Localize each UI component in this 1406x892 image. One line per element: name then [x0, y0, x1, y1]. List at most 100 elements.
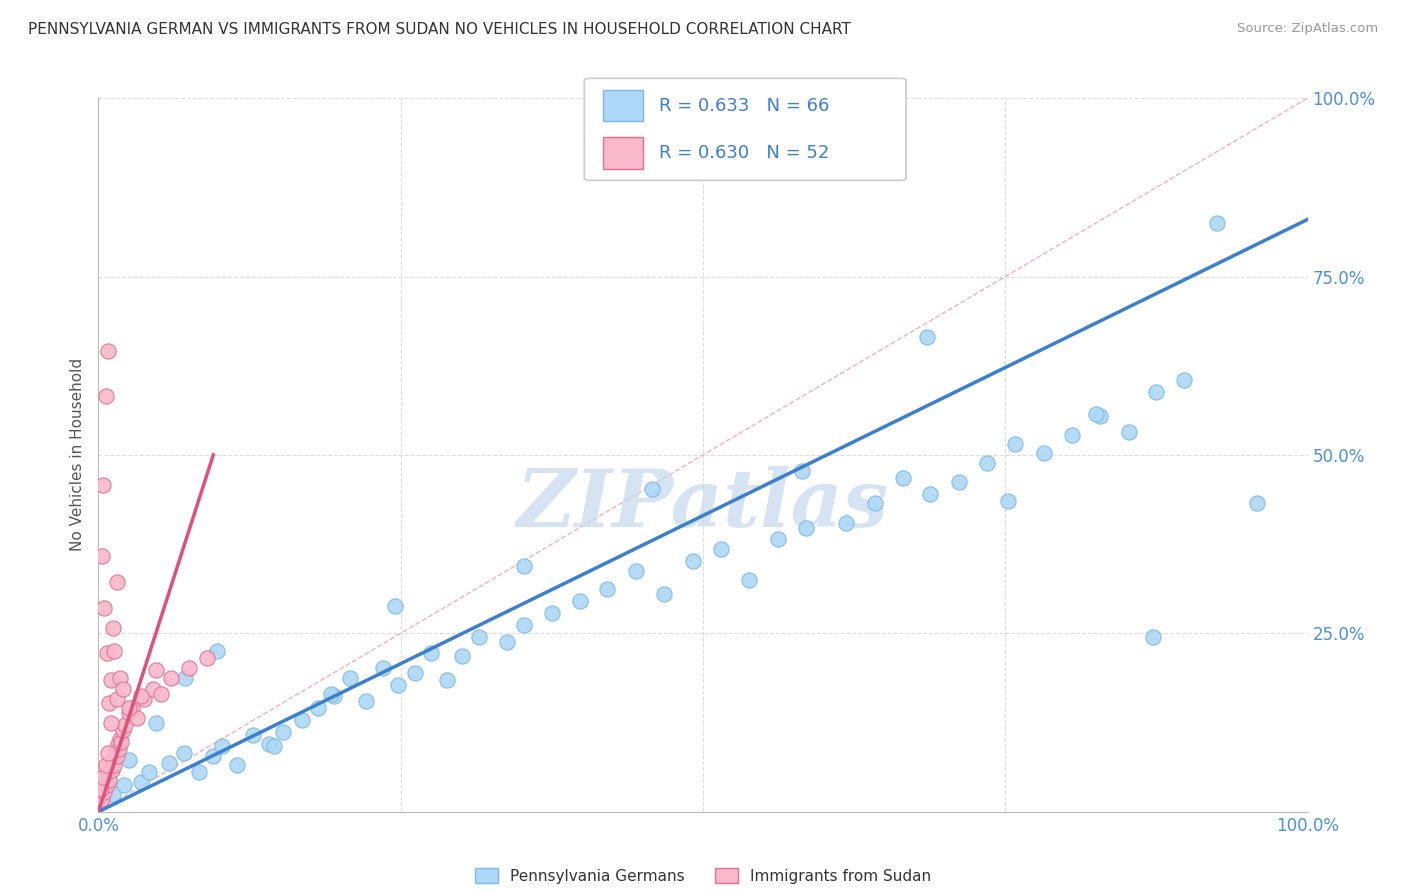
Point — [404, 665, 426, 680]
Point — [90, 781, 112, 796]
Point — [114, 717, 136, 731]
Point — [792, 464, 814, 478]
Point — [568, 594, 591, 608]
Point — [682, 553, 704, 567]
Point — [1142, 630, 1164, 644]
Point — [187, 765, 209, 780]
Point — [1118, 425, 1140, 439]
Point — [195, 651, 218, 665]
Point — [118, 706, 141, 721]
Point — [91, 478, 114, 492]
Point — [142, 681, 165, 696]
Point — [129, 689, 152, 703]
FancyBboxPatch shape — [603, 137, 643, 169]
Point — [145, 664, 167, 678]
Point — [420, 646, 443, 660]
Point — [997, 494, 1019, 508]
Point — [129, 774, 152, 789]
Text: R = 0.630   N = 52: R = 0.630 N = 52 — [658, 144, 830, 161]
Point — [89, 794, 111, 808]
Point — [915, 330, 938, 344]
Point — [98, 772, 121, 787]
Point — [150, 687, 173, 701]
Point — [118, 753, 141, 767]
Point — [97, 746, 120, 760]
Point — [91, 780, 114, 794]
Point — [101, 621, 124, 635]
Point — [90, 789, 112, 803]
Point — [1085, 407, 1108, 421]
Text: R = 0.633   N = 66: R = 0.633 N = 66 — [658, 97, 830, 115]
Point — [794, 521, 817, 535]
Text: ZIPatlas: ZIPatlas — [517, 467, 889, 543]
Point — [323, 689, 346, 703]
Point — [111, 723, 134, 737]
Point — [710, 542, 733, 557]
Point — [1033, 446, 1056, 460]
Point — [319, 687, 342, 701]
Point — [100, 764, 122, 778]
Point — [91, 549, 114, 564]
Point — [273, 724, 295, 739]
Point — [94, 758, 117, 772]
Point — [103, 644, 125, 658]
Point — [96, 778, 118, 792]
Point — [107, 737, 129, 751]
Point — [1246, 496, 1268, 510]
Point — [97, 765, 120, 780]
Y-axis label: No Vehicles in Household: No Vehicles in Household — [69, 359, 84, 551]
Point — [108, 731, 131, 746]
Point — [371, 660, 394, 674]
Point — [94, 774, 117, 789]
Point — [863, 496, 886, 510]
Point — [202, 749, 225, 764]
Point — [100, 715, 122, 730]
Point — [1206, 216, 1229, 230]
Point — [108, 742, 131, 756]
Point — [738, 573, 761, 587]
Point — [104, 746, 127, 760]
Point — [257, 737, 280, 751]
Point — [513, 558, 536, 573]
Point — [205, 644, 228, 658]
Point — [91, 792, 114, 806]
Point — [157, 756, 180, 771]
Point — [1004, 437, 1026, 451]
Point — [242, 728, 264, 742]
Point — [1173, 373, 1195, 387]
Point — [138, 765, 160, 780]
Legend: Pennsylvania Germans, Immigrants from Sudan: Pennsylvania Germans, Immigrants from Su… — [468, 862, 938, 889]
Point — [174, 671, 197, 685]
Point — [127, 710, 149, 724]
Text: PENNSYLVANIA GERMAN VS IMMIGRANTS FROM SUDAN NO VEHICLES IN HOUSEHOLD CORRELATIO: PENNSYLVANIA GERMAN VS IMMIGRANTS FROM S… — [28, 22, 851, 37]
FancyBboxPatch shape — [603, 90, 643, 121]
Point — [118, 701, 141, 715]
Point — [179, 660, 201, 674]
Point — [513, 617, 536, 632]
Point — [436, 673, 458, 687]
Point — [105, 749, 128, 764]
Point — [145, 715, 167, 730]
Point — [108, 671, 131, 685]
Point — [97, 344, 120, 359]
Point — [101, 787, 124, 801]
Point — [1060, 428, 1083, 442]
Point — [891, 471, 914, 485]
Point — [105, 692, 128, 706]
Point — [626, 564, 648, 578]
Point — [96, 646, 118, 660]
Point — [920, 487, 942, 501]
Point — [290, 714, 312, 728]
Point — [91, 771, 114, 785]
Text: Source: ZipAtlas.com: Source: ZipAtlas.com — [1237, 22, 1378, 36]
Point — [94, 389, 117, 403]
Point — [1144, 385, 1167, 400]
FancyBboxPatch shape — [585, 78, 905, 180]
Point — [976, 457, 998, 471]
Point — [121, 701, 143, 715]
Point — [834, 516, 856, 530]
Point — [160, 671, 183, 685]
Point — [105, 574, 128, 589]
Point — [596, 582, 619, 596]
Point — [1088, 409, 1111, 423]
